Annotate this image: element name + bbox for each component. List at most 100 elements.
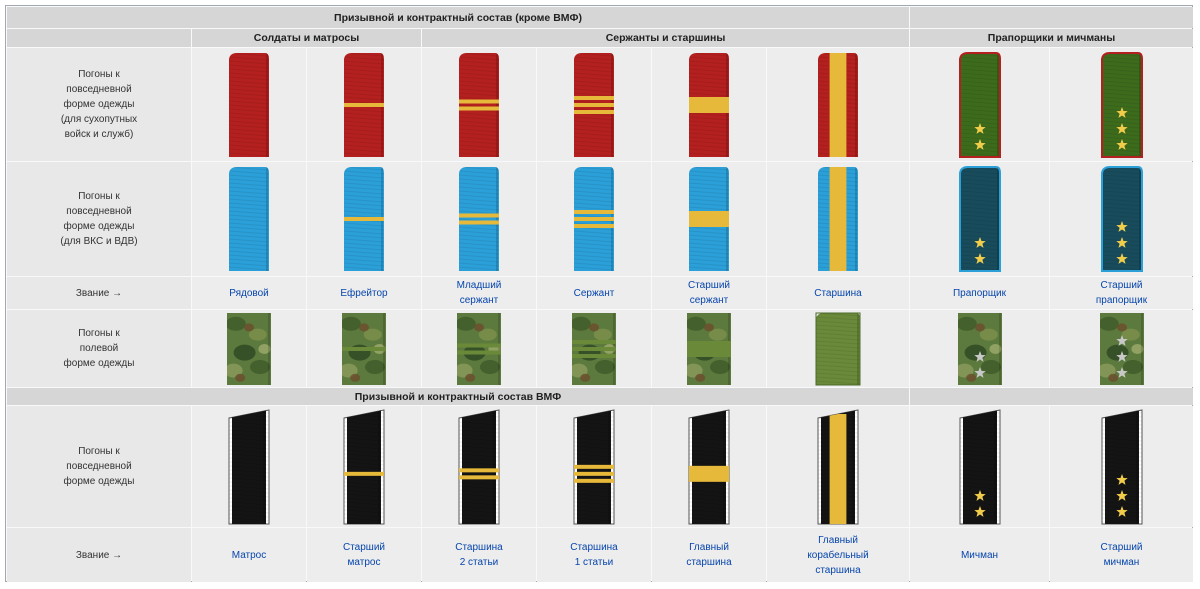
star-icon bbox=[973, 237, 986, 248]
shoulder-board-icon bbox=[574, 167, 614, 271]
vks-shoulder-board-cell bbox=[192, 162, 306, 276]
shoulder-board-icon bbox=[459, 167, 499, 271]
navy-rank-link[interactable]: Главный корабельный старшина bbox=[767, 528, 909, 582]
shoulder-board-icon bbox=[573, 408, 615, 524]
navy-rank-link[interactable]: Матрос bbox=[192, 528, 306, 582]
star-icon bbox=[1115, 366, 1128, 378]
star-icon bbox=[973, 138, 986, 150]
army-shoulder-board-cell bbox=[192, 48, 306, 161]
shoulder-board-icon bbox=[459, 52, 499, 157]
star-icon bbox=[973, 366, 986, 378]
navy-shoulder-board-cell bbox=[910, 406, 1049, 527]
rank-link[interactable]: Прапорщик bbox=[910, 277, 1049, 309]
star-icon bbox=[1115, 106, 1128, 118]
shoulder-board-icon bbox=[227, 312, 271, 385]
shoulder-board-icon bbox=[688, 408, 730, 524]
vks-shoulder-board-cell bbox=[422, 162, 536, 276]
star-icon bbox=[1115, 253, 1128, 264]
field-shoulder-board-cell bbox=[910, 310, 1049, 387]
army-shoulder-board-cell bbox=[652, 48, 766, 161]
shoulder-board-icon bbox=[229, 167, 269, 271]
navy-rank-link[interactable]: Старшина 2 статьи bbox=[422, 528, 536, 582]
shoulder-board-icon bbox=[344, 167, 384, 271]
shoulder-board-icon bbox=[1100, 51, 1143, 158]
rank-link[interactable]: Старшина bbox=[767, 277, 909, 309]
shoulder-board-icon bbox=[1101, 408, 1142, 524]
navy-rank-link[interactable]: Мичман bbox=[910, 528, 1049, 582]
army-shoulder-board-cell bbox=[767, 48, 909, 161]
navy-shoulder-board-cell bbox=[192, 406, 306, 527]
rank-link[interactable]: Старший прапорщик bbox=[1050, 277, 1193, 309]
field-shoulder-board-cell bbox=[652, 310, 766, 387]
star-icon bbox=[1115, 237, 1128, 248]
army-shoulder-board-cell bbox=[537, 48, 651, 161]
shoulder-board-icon bbox=[957, 312, 1002, 385]
field-shoulder-board-cell bbox=[422, 310, 536, 387]
shoulder-board-icon bbox=[818, 52, 858, 157]
star-icon bbox=[973, 505, 986, 517]
group-header-blank bbox=[7, 29, 191, 47]
row-label-daily-army: Погоны к повседневной форме одежды (для … bbox=[7, 48, 191, 161]
star-icon bbox=[973, 489, 986, 501]
navy-rank-link[interactable]: Главный старшина bbox=[652, 528, 766, 582]
field-shoulder-board-cell bbox=[537, 310, 651, 387]
section-header-navy: Призывной и контрактный состав ВМФ bbox=[7, 388, 909, 405]
shoulder-board-icon bbox=[458, 408, 500, 524]
shoulder-board-icon bbox=[959, 408, 1000, 524]
rank-link[interactable]: Младший сержант bbox=[422, 277, 536, 309]
section-header-main: Призывной и контрактный состав (кроме ВМ… bbox=[7, 7, 909, 28]
vks-shoulder-board-cell bbox=[910, 162, 1049, 276]
field-shoulder-board-cell bbox=[1050, 310, 1193, 387]
shoulder-board-icon bbox=[958, 166, 1001, 272]
star-icon bbox=[1115, 505, 1128, 517]
rank-link[interactable]: Сержант bbox=[537, 277, 651, 309]
star-icon bbox=[1115, 473, 1128, 485]
rank-link[interactable]: Ефрейтор bbox=[307, 277, 421, 309]
row-label-rank: Звание → bbox=[7, 277, 191, 309]
navy-rank-link[interactable]: Старшина 1 статьи bbox=[537, 528, 651, 582]
navy-shoulder-board-cell bbox=[1050, 406, 1193, 527]
shoulder-board-icon bbox=[572, 312, 616, 385]
star-icon bbox=[973, 122, 986, 134]
vks-shoulder-board-cell bbox=[1050, 162, 1193, 276]
shoulder-board-icon bbox=[344, 52, 384, 157]
vks-shoulder-board-cell bbox=[652, 162, 766, 276]
shoulder-board-icon bbox=[689, 52, 729, 157]
rank-link[interactable]: Старший сержант bbox=[652, 277, 766, 309]
shoulder-board-icon bbox=[228, 408, 270, 524]
star-icon bbox=[1115, 350, 1128, 362]
navy-rank-link[interactable]: Старший мичман bbox=[1050, 528, 1193, 582]
shoulder-board-icon bbox=[818, 167, 858, 271]
star-icon bbox=[1115, 138, 1128, 150]
army-shoulder-board-cell bbox=[422, 48, 536, 161]
shoulder-board-icon bbox=[1100, 166, 1143, 272]
section-header-blank bbox=[910, 7, 1193, 28]
navy-shoulder-board-cell bbox=[767, 406, 909, 527]
army-shoulder-board-cell bbox=[1050, 48, 1193, 161]
group-header-sergeants: Сержанты и старшины bbox=[422, 29, 909, 47]
insignia-table: Призывной и контрактный состав (кроме ВМ… bbox=[5, 5, 1193, 582]
star-icon bbox=[973, 350, 986, 362]
star-icon bbox=[1115, 122, 1128, 134]
shoulder-board-icon bbox=[815, 312, 861, 385]
navy-shoulder-board-cell bbox=[307, 406, 421, 527]
vks-shoulder-board-cell bbox=[537, 162, 651, 276]
navy-shoulder-board-cell bbox=[652, 406, 766, 527]
row-label-daily-navy: Погоны к повседневной форме одежды bbox=[7, 406, 191, 527]
shoulder-board-icon bbox=[229, 52, 269, 157]
navy-rank-link[interactable]: Старший матрос bbox=[307, 528, 421, 582]
navy-shoulder-board-cell bbox=[537, 406, 651, 527]
field-shoulder-board-cell bbox=[192, 310, 306, 387]
section-header-navy-blank bbox=[910, 388, 1193, 405]
row-label-field: Погоны к полевой форме одежды bbox=[7, 310, 191, 387]
vks-shoulder-board-cell bbox=[307, 162, 421, 276]
shoulder-board-icon bbox=[1099, 312, 1144, 385]
army-shoulder-board-cell bbox=[307, 48, 421, 161]
star-icon bbox=[1115, 489, 1128, 501]
star-icon bbox=[1115, 334, 1128, 346]
vks-shoulder-board-cell bbox=[767, 162, 909, 276]
rank-link[interactable]: Рядовой bbox=[192, 277, 306, 309]
shoulder-board-icon bbox=[574, 52, 614, 157]
star-icon bbox=[973, 253, 986, 264]
navy-shoulder-board-cell bbox=[422, 406, 536, 527]
